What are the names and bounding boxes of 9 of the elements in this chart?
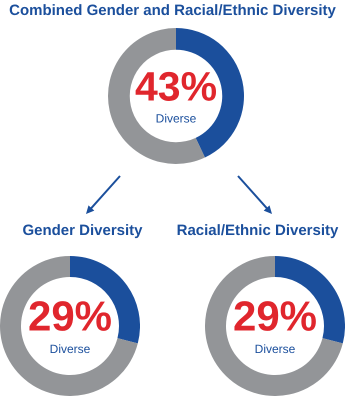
- slice-label: Diverse: [254, 342, 296, 356]
- chart-title: Racial/Ethnic Diversity: [176, 222, 340, 239]
- slice-label: Diverse: [156, 111, 197, 126]
- chart-title: Combined Gender and Racial/Ethnic Diversity: [8, 2, 337, 19]
- data-label: 29%: [28, 292, 112, 340]
- slice-label: Diverse: [50, 342, 91, 356]
- data-label: 43%: [134, 64, 218, 110]
- chart-title: Gender Diversity: [21, 222, 144, 239]
- data-label: 29%: [232, 292, 318, 340]
